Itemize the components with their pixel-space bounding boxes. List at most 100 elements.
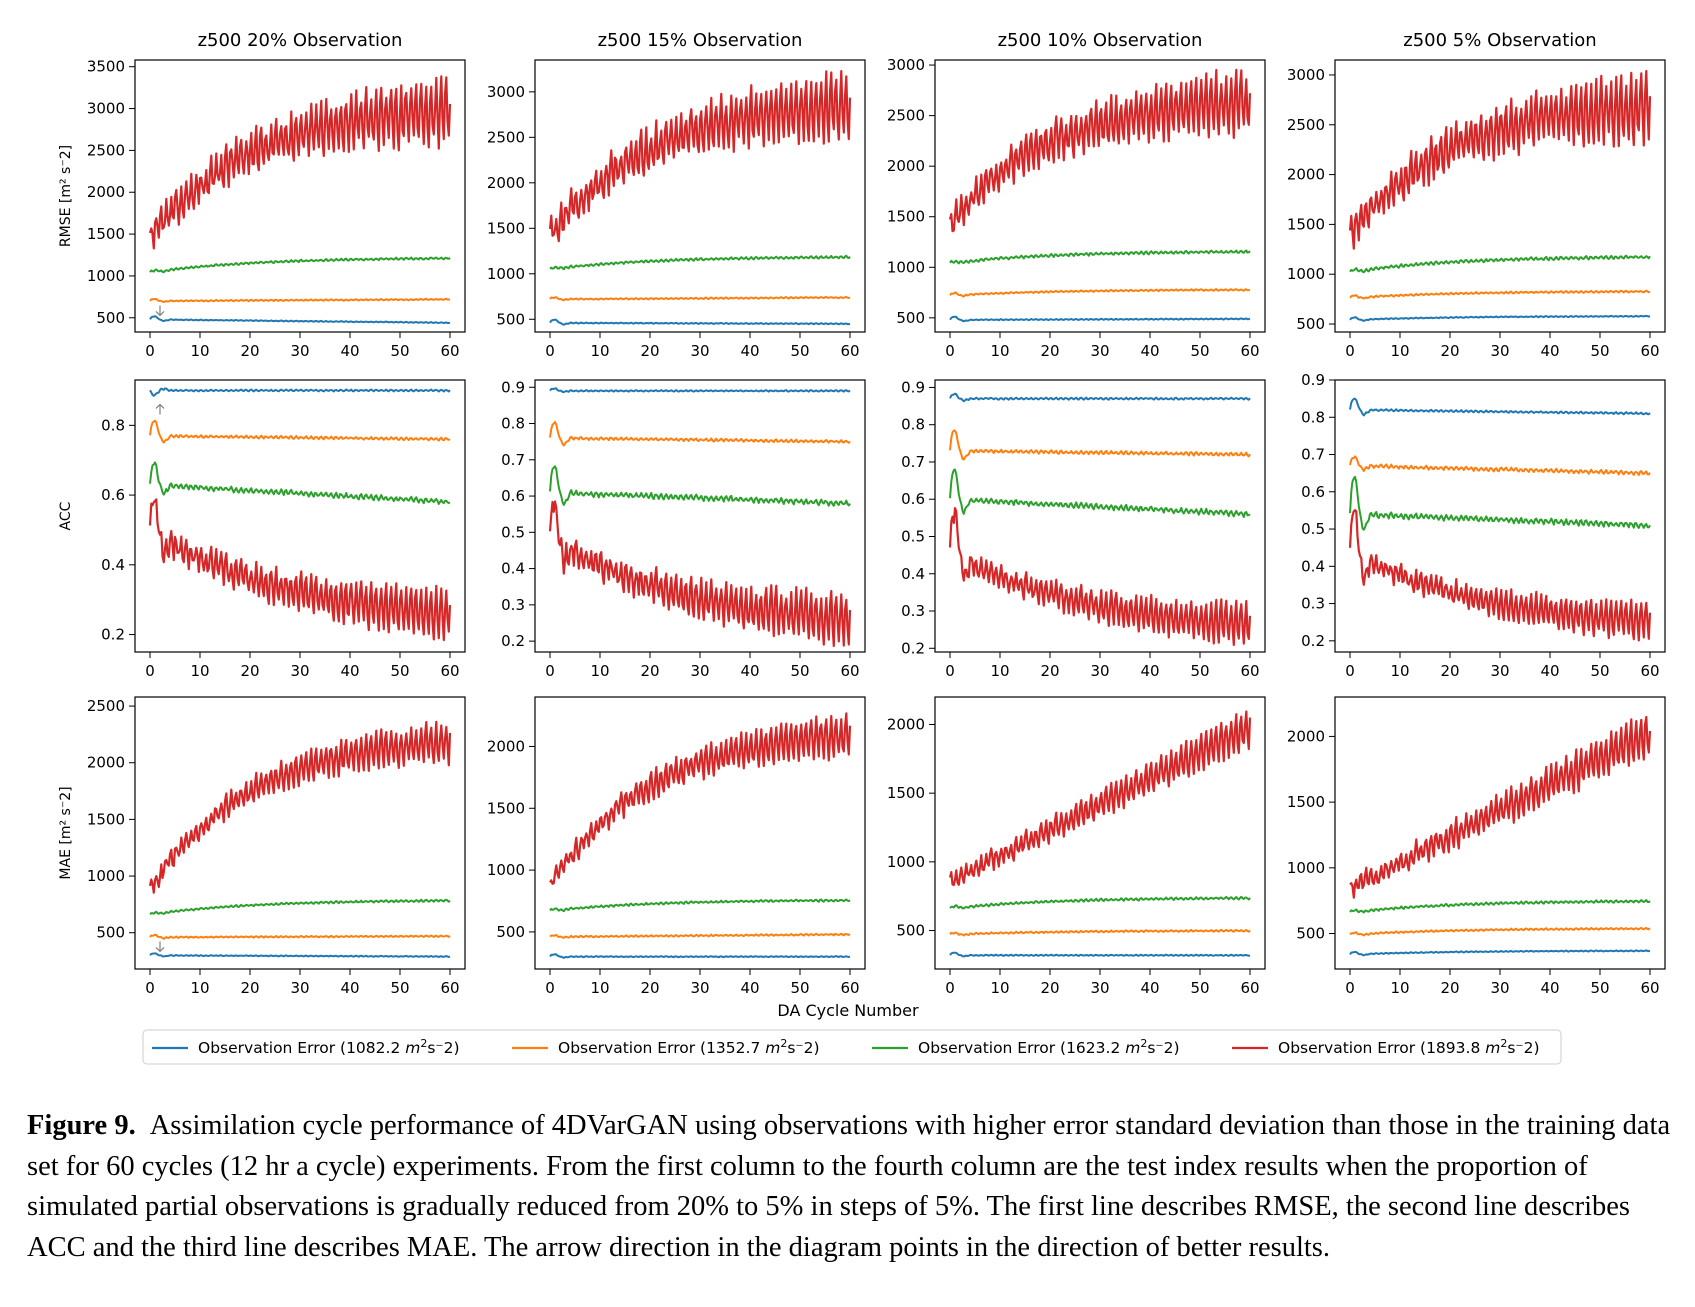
x-tick-label: 20 (1440, 662, 1459, 680)
y-tick-label: 0.6 (1301, 483, 1325, 501)
panel-title: z500 20% Observation (198, 30, 403, 51)
x-tick-label: 30 (690, 342, 709, 360)
y-tick-label: 3000 (887, 56, 925, 74)
y-tick-label: 1000 (87, 267, 125, 285)
y-tick-label: 0.3 (901, 602, 925, 620)
x-tick-label: 30 (1490, 662, 1509, 680)
green-series-line (149, 898, 451, 915)
y-tick-label: 3000 (487, 83, 525, 101)
red-series-line (549, 712, 852, 885)
panel-r2-c1: 0 10 20 30 40 50 60 500 1000 1500 2000 (487, 696, 866, 997)
blue-series-line (1349, 397, 1651, 417)
y-tick-label: 1000 (1287, 859, 1325, 877)
orange-series-legend-label: Observation Error (1352.7 m2s⁻2) (558, 1037, 820, 1057)
x-tick-label: 10 (590, 662, 609, 680)
x-tick-label: 30 (1490, 342, 1509, 360)
y-tick-label: 1500 (87, 810, 125, 828)
orange-series-line (549, 421, 851, 447)
y-tick-label: 0.2 (501, 632, 525, 650)
y-tick-label: 1000 (487, 861, 525, 879)
y-tick-label: 3000 (1287, 66, 1325, 84)
x-tick-label: 10 (590, 979, 609, 997)
x-tick-label: 50 (390, 979, 409, 997)
y-tick-label: 0.2 (1301, 632, 1325, 650)
shared-x-label: DA Cycle Number (777, 1001, 919, 1020)
x-tick-label: 60 (1640, 342, 1659, 360)
figure-9-chart-grid: 0 10 20 30 40 50 60 500 1000 1500 2000 2500 3000 3500… (58, 30, 1666, 1065)
y-tick-label: 1500 (487, 799, 525, 817)
x-tick-label: 40 (740, 342, 759, 360)
x-tick-label: 30 (1090, 342, 1109, 360)
x-tick-label: 60 (440, 662, 459, 680)
green-series-legend-label: Observation Error (1623.2 m2s⁻2) (918, 1037, 1180, 1057)
blue-series-line (549, 318, 851, 326)
x-tick-label: 10 (1390, 979, 1409, 997)
y-tick-label: 0.7 (901, 453, 925, 471)
y-tick-label: 2500 (87, 141, 125, 159)
y-tick-label: 0.4 (1301, 557, 1325, 575)
y-tick-label: 3500 (87, 58, 125, 76)
y-tick-label: 1000 (887, 853, 925, 871)
x-tick-label: 60 (840, 979, 859, 997)
panel-r0-c1: 0 10 20 30 40 50 60 500 1000 1500 2000 2500 3000 z500… (487, 30, 866, 360)
y-tick-label: 0.8 (901, 416, 925, 434)
x-tick-label: 20 (640, 662, 659, 680)
y-tick-label: 2000 (87, 754, 125, 772)
y-tick-label: 1500 (887, 784, 925, 802)
x-tick-label: 20 (240, 342, 259, 360)
x-tick-label: 40 (1540, 662, 1559, 680)
y-tick-label: 2000 (887, 715, 925, 733)
panel-r0-c3: 0 10 20 30 40 50 60 500 1000 1500 2000 2500 3000 z500… (1287, 30, 1666, 360)
x-tick-label: 10 (990, 662, 1009, 680)
orange-series-line (1349, 289, 1651, 300)
red-series-line (948, 68, 1252, 233)
panel-title: z500 5% Observation (1403, 30, 1596, 51)
x-tick-label: 50 (390, 662, 409, 680)
y-tick-label: 0.8 (1301, 408, 1325, 426)
x-tick-label: 0 (145, 979, 155, 997)
y-tick-label: 1500 (1287, 215, 1325, 233)
orange-series-line (549, 295, 851, 302)
x-tick-label: 0 (945, 342, 955, 360)
x-tick-label: 50 (1590, 979, 1609, 997)
x-tick-label: 50 (790, 662, 809, 680)
panel-r1-c0: 0 10 20 30 40 50 60 0.2 0.4 0.6 0.8 (101, 379, 466, 680)
y-tick-label: 500 (896, 309, 925, 327)
x-tick-label: 60 (1640, 662, 1659, 680)
x-tick-label: 10 (1390, 662, 1409, 680)
y-tick-label: 1500 (1287, 793, 1325, 811)
panel-r1-c3: 0 10 20 30 40 50 60 0.2 0.3 0.4 0.5 0.6 0.7 0.8 0.9 (1301, 371, 1666, 680)
y-tick-label: 1000 (487, 265, 525, 283)
x-tick-label: 40 (1140, 342, 1159, 360)
green-series-line (949, 249, 1251, 265)
panel-title: z500 15% Observation (598, 30, 803, 51)
y-tick-label: 0.5 (901, 527, 925, 545)
x-tick-label: 10 (190, 342, 209, 360)
green-series-line (949, 468, 1251, 518)
y-tick-label: 2000 (1287, 166, 1325, 184)
orange-series-line (949, 288, 1251, 298)
y-tick-label: 0.4 (901, 565, 925, 583)
y-tick-label: 500 (96, 924, 125, 942)
blue-series-line (949, 392, 1251, 403)
y-tick-label: 1500 (887, 208, 925, 226)
panel-r1-c1: 0 10 20 30 40 50 60 0.2 0.3 0.4 0.5 0.6 0.7 0.8 0.9 (501, 378, 866, 680)
orange-series-line (949, 928, 1251, 937)
chart-svg: 0 10 20 30 40 50 60500100015002000250030003500… (58, 30, 1666, 1065)
y-tick-label: 3000 (87, 100, 125, 118)
green-series-line (549, 254, 851, 271)
red-series-line (948, 507, 1252, 647)
x-tick-label: 40 (340, 342, 359, 360)
x-tick-label: 50 (1590, 342, 1609, 360)
blue-series-line (1349, 314, 1651, 322)
green-series-line (949, 895, 1251, 910)
x-tick-label: 20 (240, 979, 259, 997)
orange-series-line (949, 429, 1251, 461)
y-tick-label: 1000 (887, 258, 925, 276)
x-tick-label: 20 (1440, 979, 1459, 997)
y-tick-label: 2000 (487, 737, 525, 755)
x-tick-label: 40 (340, 979, 359, 997)
x-tick-label: 10 (190, 662, 209, 680)
x-tick-label: 30 (1090, 979, 1109, 997)
y-tick-label: 2500 (87, 697, 125, 715)
